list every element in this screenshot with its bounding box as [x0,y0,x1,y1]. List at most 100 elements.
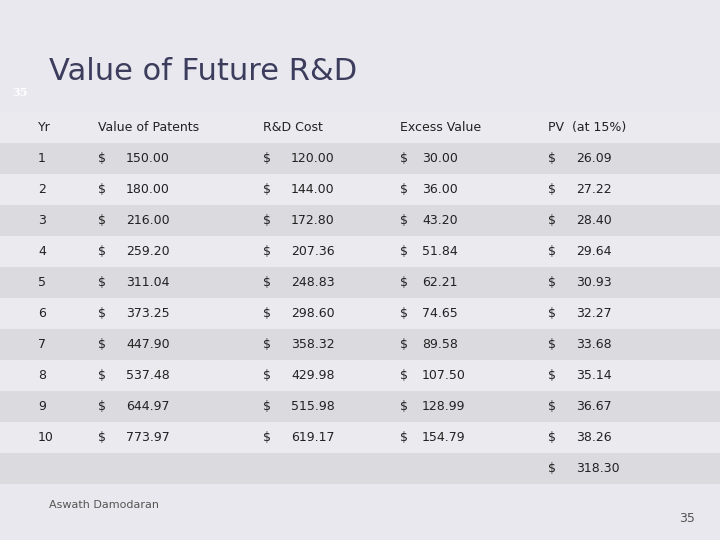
Text: $: $ [548,152,556,165]
Text: $: $ [263,214,271,227]
Text: 9: 9 [38,400,46,413]
Text: 7: 7 [38,338,46,351]
Text: $: $ [263,276,271,289]
Text: 8: 8 [38,369,46,382]
Text: 33.68: 33.68 [576,338,611,351]
Text: $: $ [263,400,271,413]
Text: $: $ [263,369,271,382]
Text: 35: 35 [679,512,695,525]
Text: $: $ [263,338,271,351]
Text: 26.09: 26.09 [576,152,611,165]
Text: 74.65: 74.65 [422,307,458,320]
Text: $: $ [98,152,106,165]
Text: 89.58: 89.58 [422,338,458,351]
Text: 36.67: 36.67 [576,400,611,413]
Text: 248.83: 248.83 [291,276,335,289]
Text: Aswath Damodaran: Aswath Damodaran [49,500,159,510]
Text: $: $ [98,214,106,227]
Text: $: $ [548,183,556,196]
Text: 150.00: 150.00 [126,152,170,165]
Text: $: $ [98,183,106,196]
Text: $: $ [98,276,106,289]
Text: 5: 5 [38,276,46,289]
Text: 216.00: 216.00 [126,214,170,227]
Text: 29.64: 29.64 [576,245,611,258]
Text: $: $ [400,276,408,289]
Text: R&D Cost: R&D Cost [263,121,323,134]
Text: $: $ [400,307,408,320]
Text: 30.00: 30.00 [422,152,458,165]
Text: 10: 10 [38,431,54,444]
Text: $: $ [400,245,408,258]
Text: 154.79: 154.79 [422,431,466,444]
Text: 38.26: 38.26 [576,431,611,444]
Text: $: $ [548,214,556,227]
Text: 30.93: 30.93 [576,276,611,289]
Text: 62.21: 62.21 [422,276,457,289]
Text: 35: 35 [12,86,28,98]
Text: Excess Value: Excess Value [400,121,481,134]
Text: 36.00: 36.00 [422,183,458,196]
Text: Value of Future R&D: Value of Future R&D [49,57,357,86]
Text: 128.99: 128.99 [422,400,466,413]
Text: $: $ [400,338,408,351]
Text: $: $ [400,183,408,196]
Text: $: $ [548,245,556,258]
Text: $: $ [98,307,106,320]
Text: 28.40: 28.40 [576,214,612,227]
Text: 429.98: 429.98 [291,369,335,382]
Text: $: $ [548,276,556,289]
Text: $: $ [98,400,106,413]
Text: 35.14: 35.14 [576,369,611,382]
Text: 120.00: 120.00 [291,152,335,165]
Text: $: $ [263,245,271,258]
Text: 537.48: 537.48 [126,369,170,382]
Text: 1: 1 [38,152,46,165]
Text: 27.22: 27.22 [576,183,611,196]
Text: 207.36: 207.36 [291,245,335,258]
Text: $: $ [548,462,556,475]
Text: 311.04: 311.04 [126,276,169,289]
Text: $: $ [548,369,556,382]
Text: 43.20: 43.20 [422,214,458,227]
Text: 32.27: 32.27 [576,307,611,320]
Text: 373.25: 373.25 [126,307,170,320]
Text: 318.30: 318.30 [576,462,620,475]
Text: 447.90: 447.90 [126,338,170,351]
Text: 51.84: 51.84 [422,245,458,258]
Text: 180.00: 180.00 [126,183,170,196]
Text: $: $ [263,307,271,320]
Text: $: $ [98,338,106,351]
Text: $: $ [263,152,271,165]
Text: 644.97: 644.97 [126,400,169,413]
Text: $: $ [400,152,408,165]
Text: $: $ [98,431,106,444]
Text: $: $ [263,431,271,444]
Text: 2: 2 [38,183,46,196]
Text: 619.17: 619.17 [291,431,335,444]
Text: 515.98: 515.98 [291,400,335,413]
Text: Value of Patents: Value of Patents [98,121,199,134]
Text: $: $ [548,307,556,320]
Text: 6: 6 [38,307,46,320]
Text: $: $ [400,369,408,382]
Text: 172.80: 172.80 [291,214,335,227]
Text: PV  (at 15%): PV (at 15%) [548,121,626,134]
Text: $: $ [548,431,556,444]
Text: $: $ [263,183,271,196]
Text: $: $ [400,400,408,413]
Text: 107.50: 107.50 [422,369,466,382]
Text: $: $ [400,431,408,444]
Text: 358.32: 358.32 [291,338,335,351]
Text: Yr: Yr [38,121,50,134]
Text: 298.60: 298.60 [291,307,335,320]
Text: 259.20: 259.20 [126,245,170,258]
Text: $: $ [98,245,106,258]
Text: $: $ [548,338,556,351]
Text: $: $ [548,400,556,413]
Text: 3: 3 [38,214,46,227]
Text: 773.97: 773.97 [126,431,170,444]
Text: 4: 4 [38,245,46,258]
Text: $: $ [400,214,408,227]
Text: 144.00: 144.00 [291,183,335,196]
